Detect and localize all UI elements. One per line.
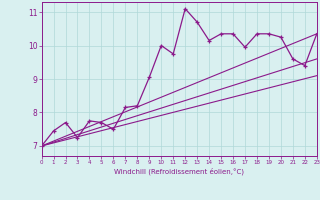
X-axis label: Windchill (Refroidissement éolien,°C): Windchill (Refroidissement éolien,°C) (114, 168, 244, 175)
